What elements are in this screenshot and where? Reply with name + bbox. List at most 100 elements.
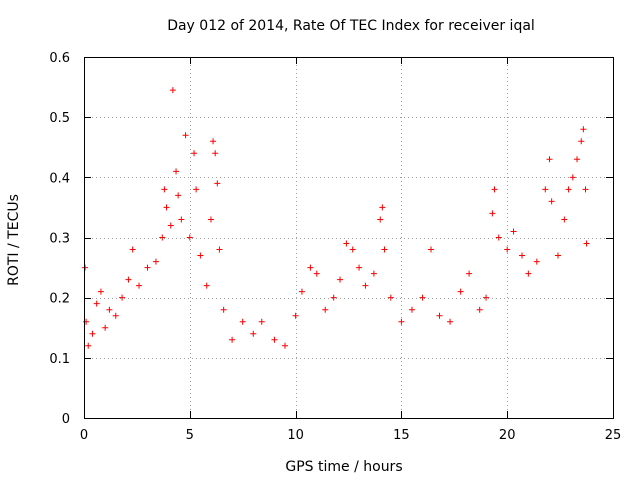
tick-labels: 0 5 10 15 20 25 0 0.1 0.2 0.3 0.4 0.5 0.6 — [49, 51, 621, 443]
data-point — [561, 216, 568, 223]
data-point — [349, 246, 356, 253]
data-point — [161, 186, 168, 193]
x-tick-label: 5 — [186, 428, 194, 443]
data-point — [193, 186, 200, 193]
x-tick-label: 15 — [393, 428, 410, 443]
data-point — [93, 300, 100, 307]
data-point — [546, 156, 553, 163]
y-tick-label: 0.2 — [49, 292, 70, 307]
data-point — [491, 186, 498, 193]
data-point — [239, 318, 246, 325]
data-point — [533, 258, 540, 265]
data-point — [381, 246, 388, 253]
data-point — [574, 156, 581, 163]
data-point — [119, 294, 126, 301]
data-point — [377, 216, 384, 223]
data-point — [186, 234, 193, 241]
data-point — [97, 288, 104, 295]
data-point — [112, 312, 119, 319]
y-tick-label: 0.3 — [49, 232, 70, 247]
data-point — [457, 288, 464, 295]
x-tick-label: 10 — [287, 428, 304, 443]
data-point — [489, 210, 496, 217]
grid-lines — [84, 57, 613, 418]
data-point — [229, 336, 236, 343]
data-point — [569, 174, 576, 181]
y-tick-label: 0 — [62, 412, 70, 427]
y-tick-label: 0.1 — [49, 352, 70, 367]
data-point — [212, 150, 219, 157]
data-point — [271, 336, 278, 343]
data-point — [525, 270, 532, 277]
axis-ticks — [84, 57, 614, 419]
data-point — [510, 228, 517, 235]
data-point — [216, 246, 223, 253]
data-point — [173, 168, 180, 175]
data-point — [210, 138, 217, 145]
data-point — [282, 342, 289, 349]
data-point — [548, 198, 555, 205]
data-point — [144, 264, 151, 271]
data-point — [292, 312, 299, 319]
data-point — [379, 204, 386, 211]
data-point — [82, 264, 89, 271]
data-point — [337, 276, 344, 283]
data-point — [387, 294, 394, 301]
data-point — [152, 258, 159, 265]
chart-title: Day 012 of 2014, Rate Of TEC Index for r… — [167, 18, 535, 34]
x-tick-label: 25 — [605, 428, 622, 443]
data-point — [504, 246, 511, 253]
data-point — [554, 252, 561, 259]
data-point — [565, 186, 572, 193]
data-point — [495, 234, 502, 241]
data-points — [82, 87, 590, 349]
data-point — [207, 216, 214, 223]
data-point — [542, 186, 549, 193]
y-tick-label: 0.6 — [49, 51, 70, 66]
data-point — [582, 186, 589, 193]
data-point — [447, 318, 454, 325]
data-point — [106, 306, 113, 313]
data-point — [167, 222, 174, 229]
x-axis-label: GPS time / hours — [285, 459, 402, 475]
data-point — [362, 282, 369, 289]
x-tick-label: 20 — [499, 428, 516, 443]
data-point — [436, 312, 443, 319]
data-point — [398, 318, 405, 325]
data-point — [220, 306, 227, 313]
data-point — [125, 276, 132, 283]
data-point — [298, 288, 305, 295]
data-point — [178, 216, 185, 223]
data-point — [583, 240, 590, 247]
data-point — [169, 87, 176, 94]
data-point — [476, 306, 483, 313]
data-point — [428, 246, 435, 253]
data-point — [330, 294, 337, 301]
data-point — [578, 138, 585, 145]
data-point — [182, 132, 189, 139]
data-point — [483, 294, 490, 301]
data-point — [136, 282, 143, 289]
data-point — [191, 150, 198, 157]
data-point — [313, 270, 320, 277]
data-point — [129, 246, 136, 253]
data-point — [175, 192, 182, 199]
data-point — [203, 282, 210, 289]
data-point — [466, 270, 473, 277]
x-tick-label: 0 — [80, 428, 88, 443]
data-point — [85, 342, 92, 349]
data-point — [419, 294, 426, 301]
y-tick-label: 0.4 — [49, 171, 70, 186]
data-point — [214, 180, 221, 187]
data-point — [159, 234, 166, 241]
data-point — [163, 204, 170, 211]
data-point — [580, 126, 587, 133]
data-point — [356, 264, 363, 271]
data-point — [250, 330, 257, 337]
data-point — [102, 324, 109, 331]
data-point — [370, 270, 377, 277]
data-point — [89, 330, 96, 337]
y-axis-label: ROTI / TECUs — [6, 194, 22, 286]
data-point — [197, 252, 204, 259]
